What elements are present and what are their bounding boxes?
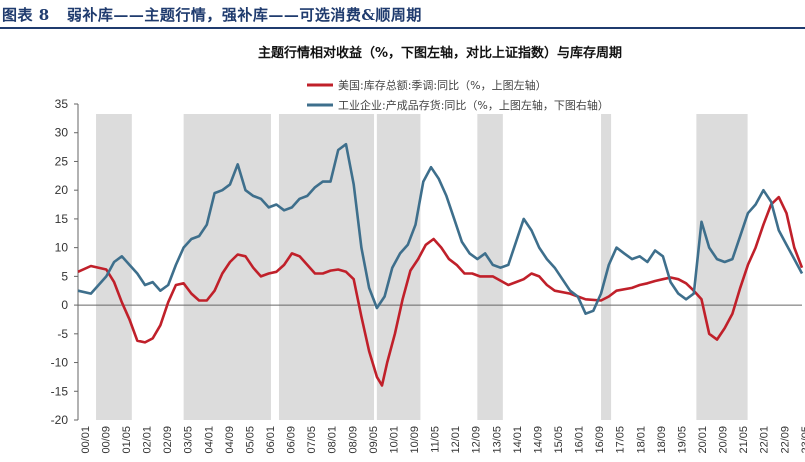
x-tick-label: 21/05	[738, 426, 750, 454]
x-tick-label: 10/01	[388, 426, 400, 454]
x-tick-label: 12/09	[471, 426, 483, 454]
x-tick-label: 14/01	[512, 426, 524, 454]
series-line-1	[77, 142, 804, 315]
x-tick-label: 09/05	[368, 426, 380, 454]
x-tick-label: 10/09	[409, 426, 421, 454]
y-tick-label: 35	[55, 97, 69, 111]
y-tick-label: 25	[55, 154, 69, 168]
x-tick-label: 03/05	[183, 426, 195, 454]
y-tick-label: 10	[55, 241, 69, 255]
x-tick-labels: 00/01 00/09 01/05 02/01 02/09 03/05 04/01 04/09…	[80, 426, 805, 454]
x-tick-label: 12/01	[450, 426, 462, 454]
x-tick-label: 18/09	[656, 426, 668, 454]
x-tick-label: 01/05	[121, 426, 133, 454]
shaded-period-2	[278, 114, 375, 420]
figure-label: 图表 8	[2, 6, 50, 24]
x-tick-label: 00/09	[100, 426, 112, 454]
x-tick-label: 06/01	[265, 426, 277, 454]
x-tick-label: 18/01	[635, 426, 647, 454]
x-tick-label: 13/05	[491, 426, 503, 454]
y-tick-label: 0	[61, 298, 68, 312]
x-tick-label: 04/01	[203, 426, 215, 454]
figure-caption: 弱补库——主题行情，强补库——可选消费&顺周期	[66, 6, 422, 24]
series-line-0	[77, 195, 804, 387]
y-tick-labels: 35 30 25 20 15 10 5 0 -5 -10 -15 -20	[51, 97, 69, 427]
x-tick-label: 05/05	[244, 426, 256, 454]
x-tick-label: 00/01	[80, 426, 92, 454]
x-tick-label: 16/01	[574, 426, 586, 454]
y-tick-label: -15	[51, 384, 69, 398]
shaded-period-6	[696, 114, 748, 420]
x-tick-label: 14/09	[532, 426, 544, 454]
x-tick-label: 06/09	[286, 426, 298, 454]
y-tick-label: 5	[61, 269, 68, 283]
x-tick-label: 17/05	[615, 426, 627, 454]
series-lines	[77, 142, 804, 387]
y-tick-label: 15	[55, 212, 69, 226]
title-rule	[0, 27, 805, 29]
legend-label-us-inventory: 美国:库存总额:季调:同比（%，上图左轴）	[338, 78, 547, 92]
y-tick-label: 20	[55, 183, 69, 197]
figure-title: 图表 8 弱补库——主题行情，强补库——可选消费&顺周期	[2, 4, 422, 25]
x-tick-label: 11/05	[430, 426, 442, 453]
x-tick-label: 19/05	[676, 426, 688, 454]
axes	[74, 103, 802, 421]
x-tick-label: 23/05	[800, 426, 805, 454]
x-tick-label: 08/01	[327, 426, 339, 454]
x-tick-label: 20/01	[697, 426, 709, 454]
x-tick-label: 02/01	[142, 426, 154, 454]
x-tick-label: 20/09	[718, 426, 730, 454]
shaded-periods	[96, 114, 748, 420]
x-tick-label: 22/09	[779, 426, 791, 454]
x-tick-label: 16/09	[594, 426, 606, 454]
chart-title: 主题行情相对收益（%，下图左轴，对比上证指数）与库存周期	[258, 45, 622, 61]
legend-label-china-inventory: 工业企业:产成品存货:同比（%，上图左轴，下图右轴）	[338, 98, 609, 112]
shaded-period-0	[96, 114, 132, 420]
y-tick-label: 30	[55, 126, 69, 140]
y-tick-label: -20	[51, 413, 69, 427]
y-tick-label: -5	[57, 327, 68, 341]
x-tick-label: 04/09	[224, 426, 236, 454]
y-tick-label: -10	[51, 356, 69, 370]
x-tick-label: 22/01	[759, 426, 771, 454]
shaded-period-5	[601, 114, 612, 420]
x-tick-label: 07/05	[306, 426, 318, 454]
x-tick-label: 02/09	[162, 426, 174, 454]
x-tick-label: 15/05	[553, 426, 565, 454]
x-tick-label: 08/09	[347, 426, 359, 454]
